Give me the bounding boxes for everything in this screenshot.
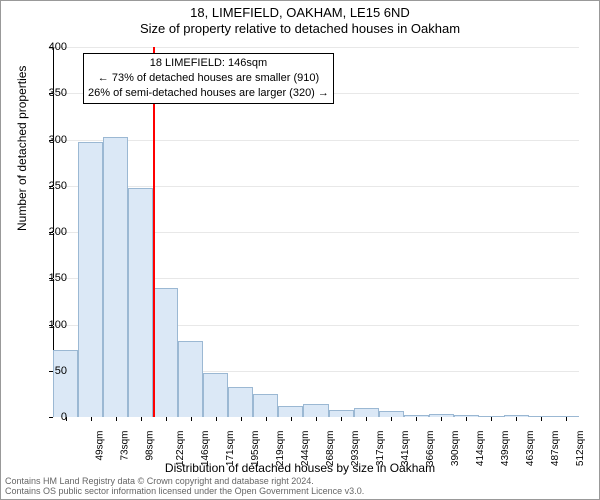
- x-tick-mark: [91, 417, 92, 421]
- annotation-line: ← 73% of detached houses are smaller (91…: [88, 71, 329, 86]
- x-tick-mark: [491, 417, 492, 421]
- x-tick-label: 49sqm: [94, 431, 105, 461]
- histogram-bar: [128, 188, 153, 417]
- x-tick-mark: [241, 417, 242, 421]
- x-tick-mark: [541, 417, 542, 421]
- x-tick-label: 341sqm: [400, 431, 411, 467]
- x-tick-mark: [341, 417, 342, 421]
- x-tick-mark: [316, 417, 317, 421]
- x-tick-mark: [366, 417, 367, 421]
- y-tick-label: 250: [27, 180, 67, 192]
- footer-attribution: Contains HM Land Registry data © Crown c…: [5, 477, 364, 497]
- y-tick-label: 0: [27, 411, 67, 423]
- x-tick-mark: [566, 417, 567, 421]
- x-tick-label: 512sqm: [576, 431, 587, 467]
- x-tick-label: 439sqm: [500, 431, 511, 467]
- x-tick-mark: [391, 417, 392, 421]
- x-tick-label: 122sqm: [175, 431, 186, 467]
- x-tick-label: 414sqm: [475, 431, 486, 467]
- chart-title-main: 18, LIMEFIELD, OAKHAM, LE15 6ND: [1, 5, 599, 20]
- grid-line: [53, 47, 579, 48]
- y-tick-label: 200: [27, 226, 67, 238]
- x-tick-label: 366sqm: [425, 431, 436, 467]
- x-tick-mark: [291, 417, 292, 421]
- annotation-box: 18 LIMEFIELD: 146sqm← 73% of detached ho…: [83, 53, 334, 104]
- y-tick-label: 150: [27, 272, 67, 284]
- x-tick-mark: [191, 417, 192, 421]
- y-tick-label: 100: [27, 319, 67, 331]
- x-tick-mark: [416, 417, 417, 421]
- plot-region: 18 LIMEFIELD: 146sqm← 73% of detached ho…: [53, 47, 579, 417]
- x-tick-label: 219sqm: [275, 431, 286, 467]
- histogram-bar: [53, 350, 78, 417]
- x-tick-label: 146sqm: [200, 431, 211, 467]
- x-tick-mark: [166, 417, 167, 421]
- grid-line: [53, 140, 579, 141]
- x-tick-label: 73sqm: [119, 431, 130, 461]
- x-tick-label: 195sqm: [250, 431, 261, 467]
- annotation-line: 26% of semi-detached houses are larger (…: [88, 86, 329, 101]
- x-tick-label: 171sqm: [225, 431, 236, 467]
- x-tick-label: 463sqm: [525, 431, 536, 467]
- x-tick-label: 390sqm: [450, 431, 461, 467]
- histogram-bar: [103, 137, 128, 417]
- histogram-bar: [354, 408, 379, 417]
- x-tick-mark: [216, 417, 217, 421]
- x-tick-mark: [516, 417, 517, 421]
- histogram-bar: [329, 410, 354, 417]
- x-tick-label: 98sqm: [144, 431, 155, 461]
- x-tick-label: 244sqm: [300, 431, 311, 467]
- footer-line-2: Contains OS public sector information li…: [5, 487, 364, 497]
- x-tick-mark: [441, 417, 442, 421]
- y-tick-label: 400: [27, 41, 67, 53]
- histogram-bar: [303, 404, 328, 417]
- y-tick-label: 350: [27, 87, 67, 99]
- histogram-bar: [253, 394, 278, 417]
- y-tick-label: 300: [27, 134, 67, 146]
- x-tick-label: 487sqm: [550, 431, 561, 467]
- chart-container: 18, LIMEFIELD, OAKHAM, LE15 6ND Size of …: [0, 0, 600, 500]
- x-tick-label: 268sqm: [325, 431, 336, 467]
- grid-line: [53, 186, 579, 187]
- chart-plot-area: 18 LIMEFIELD: 146sqm← 73% of detached ho…: [53, 47, 579, 417]
- annotation-line: 18 LIMEFIELD: 146sqm: [88, 56, 329, 71]
- x-tick-mark: [141, 417, 142, 421]
- x-tick-mark: [116, 417, 117, 421]
- histogram-bar: [203, 373, 228, 417]
- histogram-bar: [278, 406, 303, 417]
- histogram-bar: [178, 341, 203, 417]
- histogram-bar: [153, 288, 178, 418]
- x-tick-mark: [466, 417, 467, 421]
- histogram-bar: [228, 387, 253, 417]
- x-tick-label: 317sqm: [375, 431, 386, 467]
- y-tick-label: 50: [27, 365, 67, 377]
- chart-title-sub: Size of property relative to detached ho…: [1, 21, 599, 36]
- x-tick-mark: [266, 417, 267, 421]
- x-tick-label: 293sqm: [350, 431, 361, 467]
- histogram-bar: [78, 142, 103, 417]
